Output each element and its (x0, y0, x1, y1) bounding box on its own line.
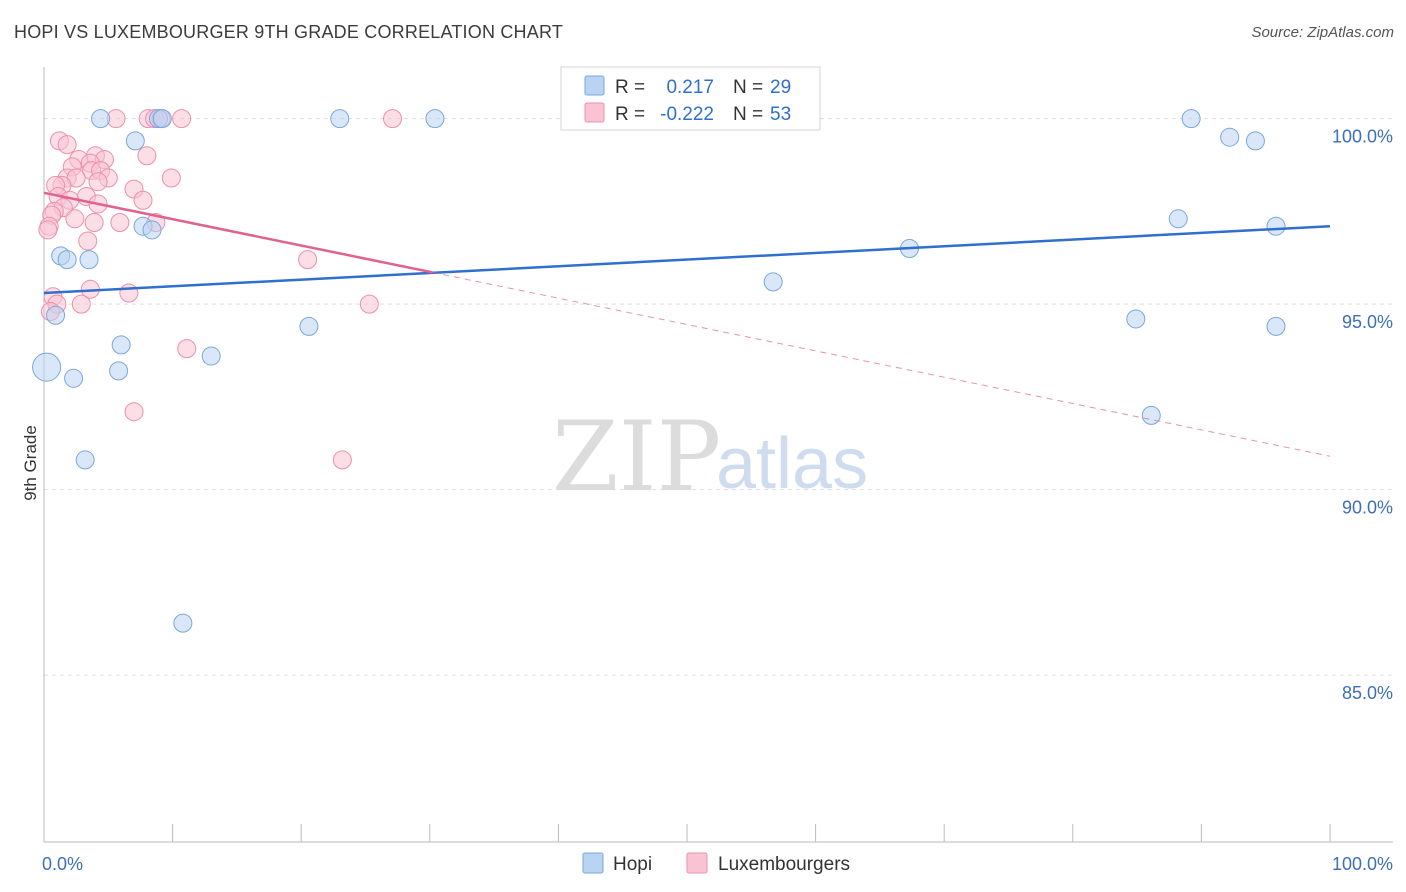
y-axis-label: 9th Grade (21, 425, 40, 501)
luxembourgers-point-48 (124, 402, 144, 422)
chart-title: HOPI VS LUXEMBOURGER 9TH GRADE CORRELATI… (14, 22, 564, 42)
luxembourgers-point-41 (119, 283, 139, 303)
hopi-point-15 (57, 250, 77, 270)
trend-line-hopi (43, 224, 1331, 295)
hopi-point-18 (46, 305, 66, 325)
luxembourgers-point-27 (133, 190, 153, 210)
watermark-atlas: atlas (716, 424, 868, 504)
y-tick-label-2: 90.0% (1342, 498, 1393, 518)
hopi-point-26 (64, 368, 84, 388)
hopi-point-22 (111, 335, 131, 355)
hopi-point-5 (1181, 109, 1201, 129)
bottom-legend-swatch-hopi (582, 852, 604, 874)
axes (43, 67, 1393, 843)
hopi-point-0 (91, 109, 111, 129)
x-tick-labels: 0.0% 100.0% (42, 854, 1393, 874)
luxembourgers-point-45 (359, 294, 379, 314)
watermark-zip: ZIP (552, 401, 721, 513)
luxembourgers-point-21 (161, 168, 181, 188)
legend-lux-n-value: 53 (770, 104, 791, 125)
luxembourgers-point-33 (84, 213, 104, 233)
luxembourgers-point-37 (38, 220, 58, 240)
legend-swatch-luxembourgers (584, 102, 605, 123)
luxembourgers-point-34 (110, 213, 130, 233)
luxembourgers-point-38 (78, 231, 98, 251)
hopi-point-27 (1141, 405, 1161, 425)
luxembourgers-point-17 (88, 172, 108, 192)
hopi-point-6 (1220, 127, 1240, 147)
hopi-point-24 (32, 352, 62, 382)
hopi-point-25 (109, 361, 129, 381)
y-tick-labels: 100.0% 95.0% 90.0% 85.0% (1332, 127, 1393, 703)
legend-lux-n-label: N = (733, 104, 763, 125)
trend-line-luxembourgers-extension (432, 271, 1331, 457)
trend-line-luxembourgers (43, 191, 433, 274)
hopi-point-28 (75, 450, 95, 470)
luxembourgers-point-39 (298, 250, 318, 270)
luxembourgers-point-44 (71, 294, 91, 314)
series-hopi-points (32, 109, 1286, 633)
hopi-point-2 (152, 109, 172, 129)
stats-legend: R = 0.217 N = 29 R = -0.222 N = 53 (560, 66, 821, 131)
luxembourgers-point-4 (172, 109, 192, 129)
hopi-point-19 (1126, 309, 1146, 329)
trend-lines (43, 191, 1331, 457)
luxembourgers-point-47 (177, 339, 197, 359)
hopi-point-3 (330, 109, 350, 129)
luxembourgers-point-32 (65, 209, 85, 229)
legend-lux-r-value: -0.222 (660, 104, 714, 125)
source-credit: Source: ZipAtlas.com (1251, 24, 1394, 41)
bottom-legend-label-luxembourgers: Luxembourgers (718, 854, 850, 875)
y-tick-label-3: 85.0% (1342, 683, 1393, 703)
luxembourgers-point-11 (137, 146, 157, 166)
legend-hopi-r-value: 0.217 (666, 77, 714, 98)
legend-swatch-hopi (584, 75, 605, 96)
hopi-point-12 (142, 220, 162, 240)
legend-hopi-r-label: R = (615, 77, 645, 98)
hopi-point-20 (1266, 316, 1286, 336)
x-tick-label-min: 0.0% (42, 854, 83, 874)
y-tick-label-0: 100.0% (1332, 127, 1393, 147)
legend-lux-r-label: R = (615, 104, 645, 125)
hopi-point-29 (173, 613, 193, 633)
luxembourgers-point-49 (332, 450, 352, 470)
x-tick-label-max: 100.0% (1332, 854, 1393, 874)
hopi-point-10 (1266, 216, 1286, 236)
grid-lines (44, 118, 1393, 676)
bottom-legend-label-hopi: Hopi (613, 854, 652, 875)
legend-hopi-n-label: N = (733, 77, 763, 98)
y-tick-label-1: 95.0% (1342, 312, 1393, 332)
bottom-legend-swatch-luxembourgers (686, 852, 708, 874)
hopi-point-7 (1245, 131, 1265, 151)
hopi-point-8 (125, 131, 145, 151)
hopi-point-4 (425, 109, 445, 129)
hopi-point-16 (79, 250, 99, 270)
hopi-point-21 (299, 316, 319, 336)
legend-hopi-n-value: 29 (770, 77, 791, 98)
luxembourgers-point-7 (57, 135, 77, 155)
series-legend: Hopi Luxembourgers (582, 852, 850, 875)
hopi-point-9 (1168, 209, 1188, 229)
series-luxembourgers-points (38, 109, 403, 470)
luxembourgers-point-5 (383, 109, 403, 129)
watermark: ZIP atlas (552, 401, 868, 513)
hopi-point-17 (763, 272, 783, 292)
hopi-point-23 (201, 346, 221, 366)
